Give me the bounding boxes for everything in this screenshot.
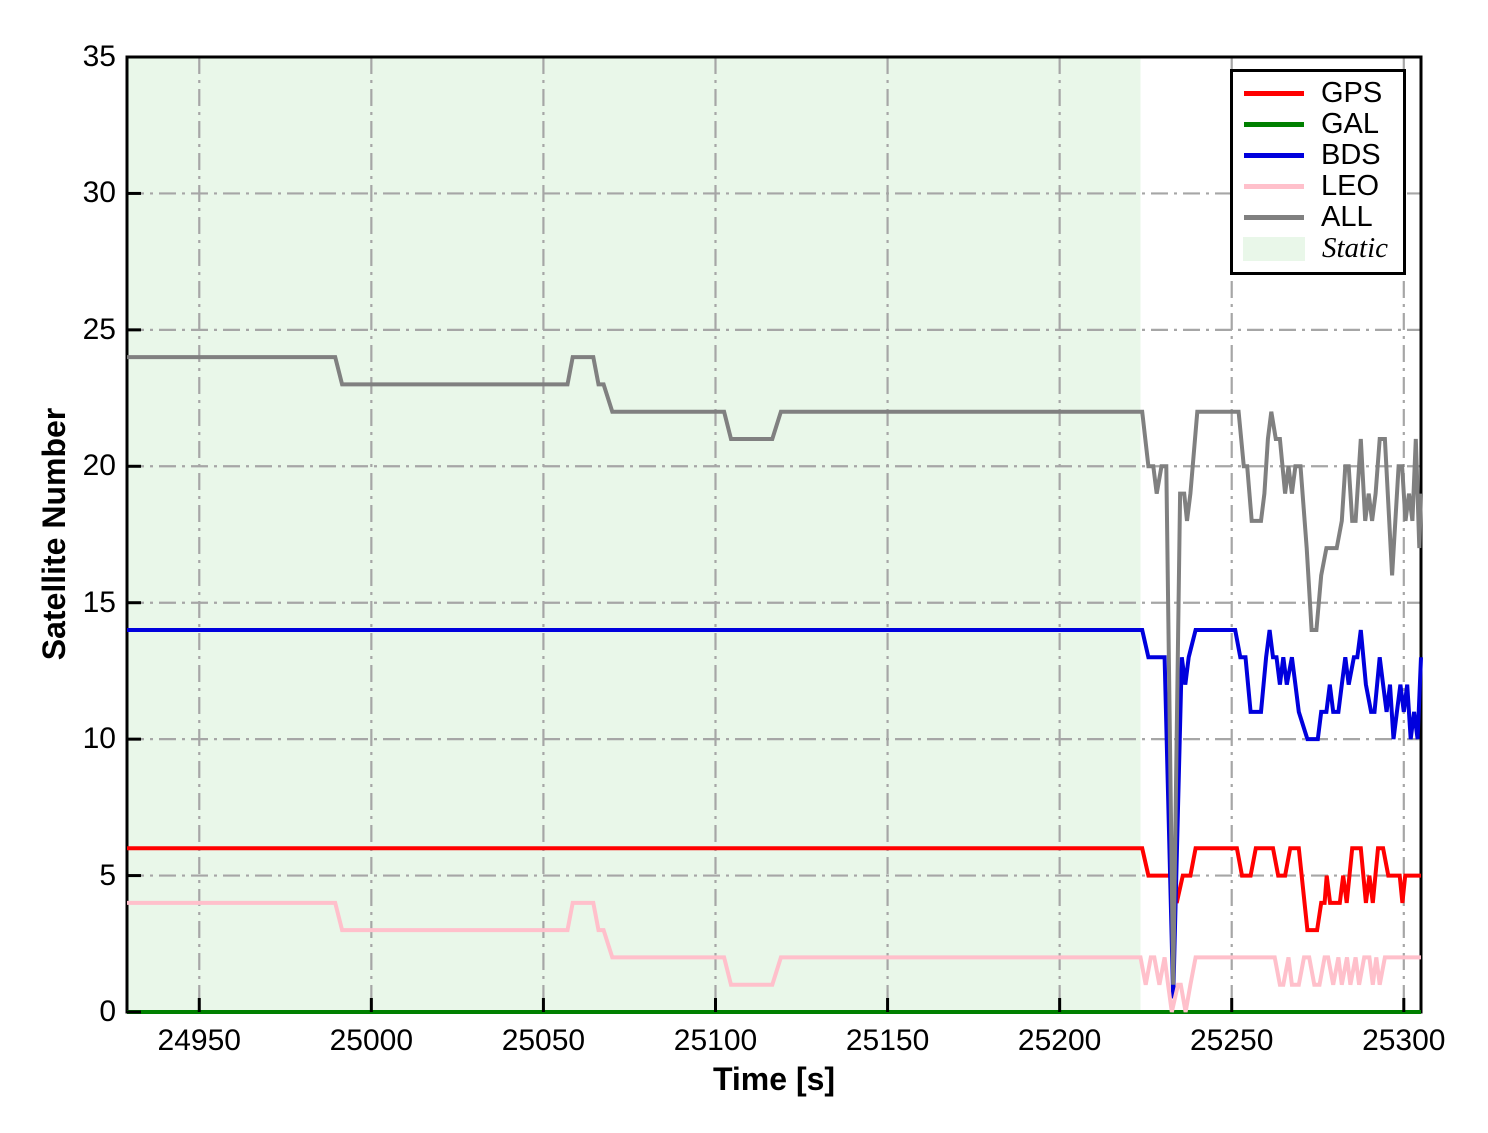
y-tick-label: 10 <box>82 722 116 756</box>
x-tick-label: 25100 <box>673 1024 758 1057</box>
static-patch-swatch <box>1243 236 1305 261</box>
legend-entry-gps: GPS <box>1233 78 1403 109</box>
static-region-shading <box>127 57 1141 1012</box>
legend-label-gal: GAL <box>1321 108 1380 140</box>
gps-line-swatch <box>1244 91 1304 96</box>
legend: GPS GAL BDS LEO ALL Static <box>1230 69 1406 275</box>
y-tick-label: 15 <box>82 585 116 619</box>
y-tick-label: 20 <box>82 449 116 483</box>
legend-label-bds: BDS <box>1321 139 1381 171</box>
legend-label-all: ALL <box>1321 201 1373 233</box>
y-tick-label: 35 <box>82 40 116 73</box>
gps-line <box>127 846 1421 933</box>
y-tick-label: 0 <box>99 995 116 1028</box>
x-tick-label: 25300 <box>1362 1024 1446 1057</box>
all-line-swatch <box>1244 215 1304 220</box>
y-axis-label: Satellite Number <box>36 407 72 661</box>
gal-line-swatch <box>1244 122 1304 127</box>
all-line <box>127 355 1423 985</box>
leo-line <box>127 900 1421 1013</box>
x-tick-label: 25150 <box>845 1024 930 1057</box>
tick-marks <box>127 55 1406 1014</box>
x-tick-label: 25200 <box>1017 1024 1102 1057</box>
x-tick-label: 25250 <box>1189 1024 1274 1057</box>
x-tick-label: 25050 <box>501 1024 586 1057</box>
y-tick-label: 25 <box>82 312 116 346</box>
bds-line <box>127 628 1423 999</box>
legend-entry-gal: GAL <box>1233 109 1403 140</box>
bds-line-swatch <box>1244 153 1304 158</box>
y-tick-label: 30 <box>82 176 116 210</box>
legend-entry-all: ALL <box>1233 202 1403 233</box>
x-tick-label: 24950 <box>157 1024 241 1057</box>
data-series <box>127 355 1423 1014</box>
static-region <box>127 57 1141 1012</box>
leo-line-swatch <box>1244 184 1304 189</box>
x-tick-label: 25000 <box>329 1024 414 1057</box>
legend-entry-leo: LEO <box>1233 171 1403 202</box>
gridlines <box>127 57 1421 1012</box>
legend-entry-static: Static <box>1233 233 1403 264</box>
y-tick-label: 5 <box>99 858 116 892</box>
legend-entry-bds: BDS <box>1233 140 1403 171</box>
legend-label-leo: LEO <box>1321 170 1380 202</box>
legend-label-static: Static <box>1322 232 1389 264</box>
legend-label-gps: GPS <box>1321 77 1383 109</box>
x-axis-label: Time [s] <box>712 1061 836 1097</box>
